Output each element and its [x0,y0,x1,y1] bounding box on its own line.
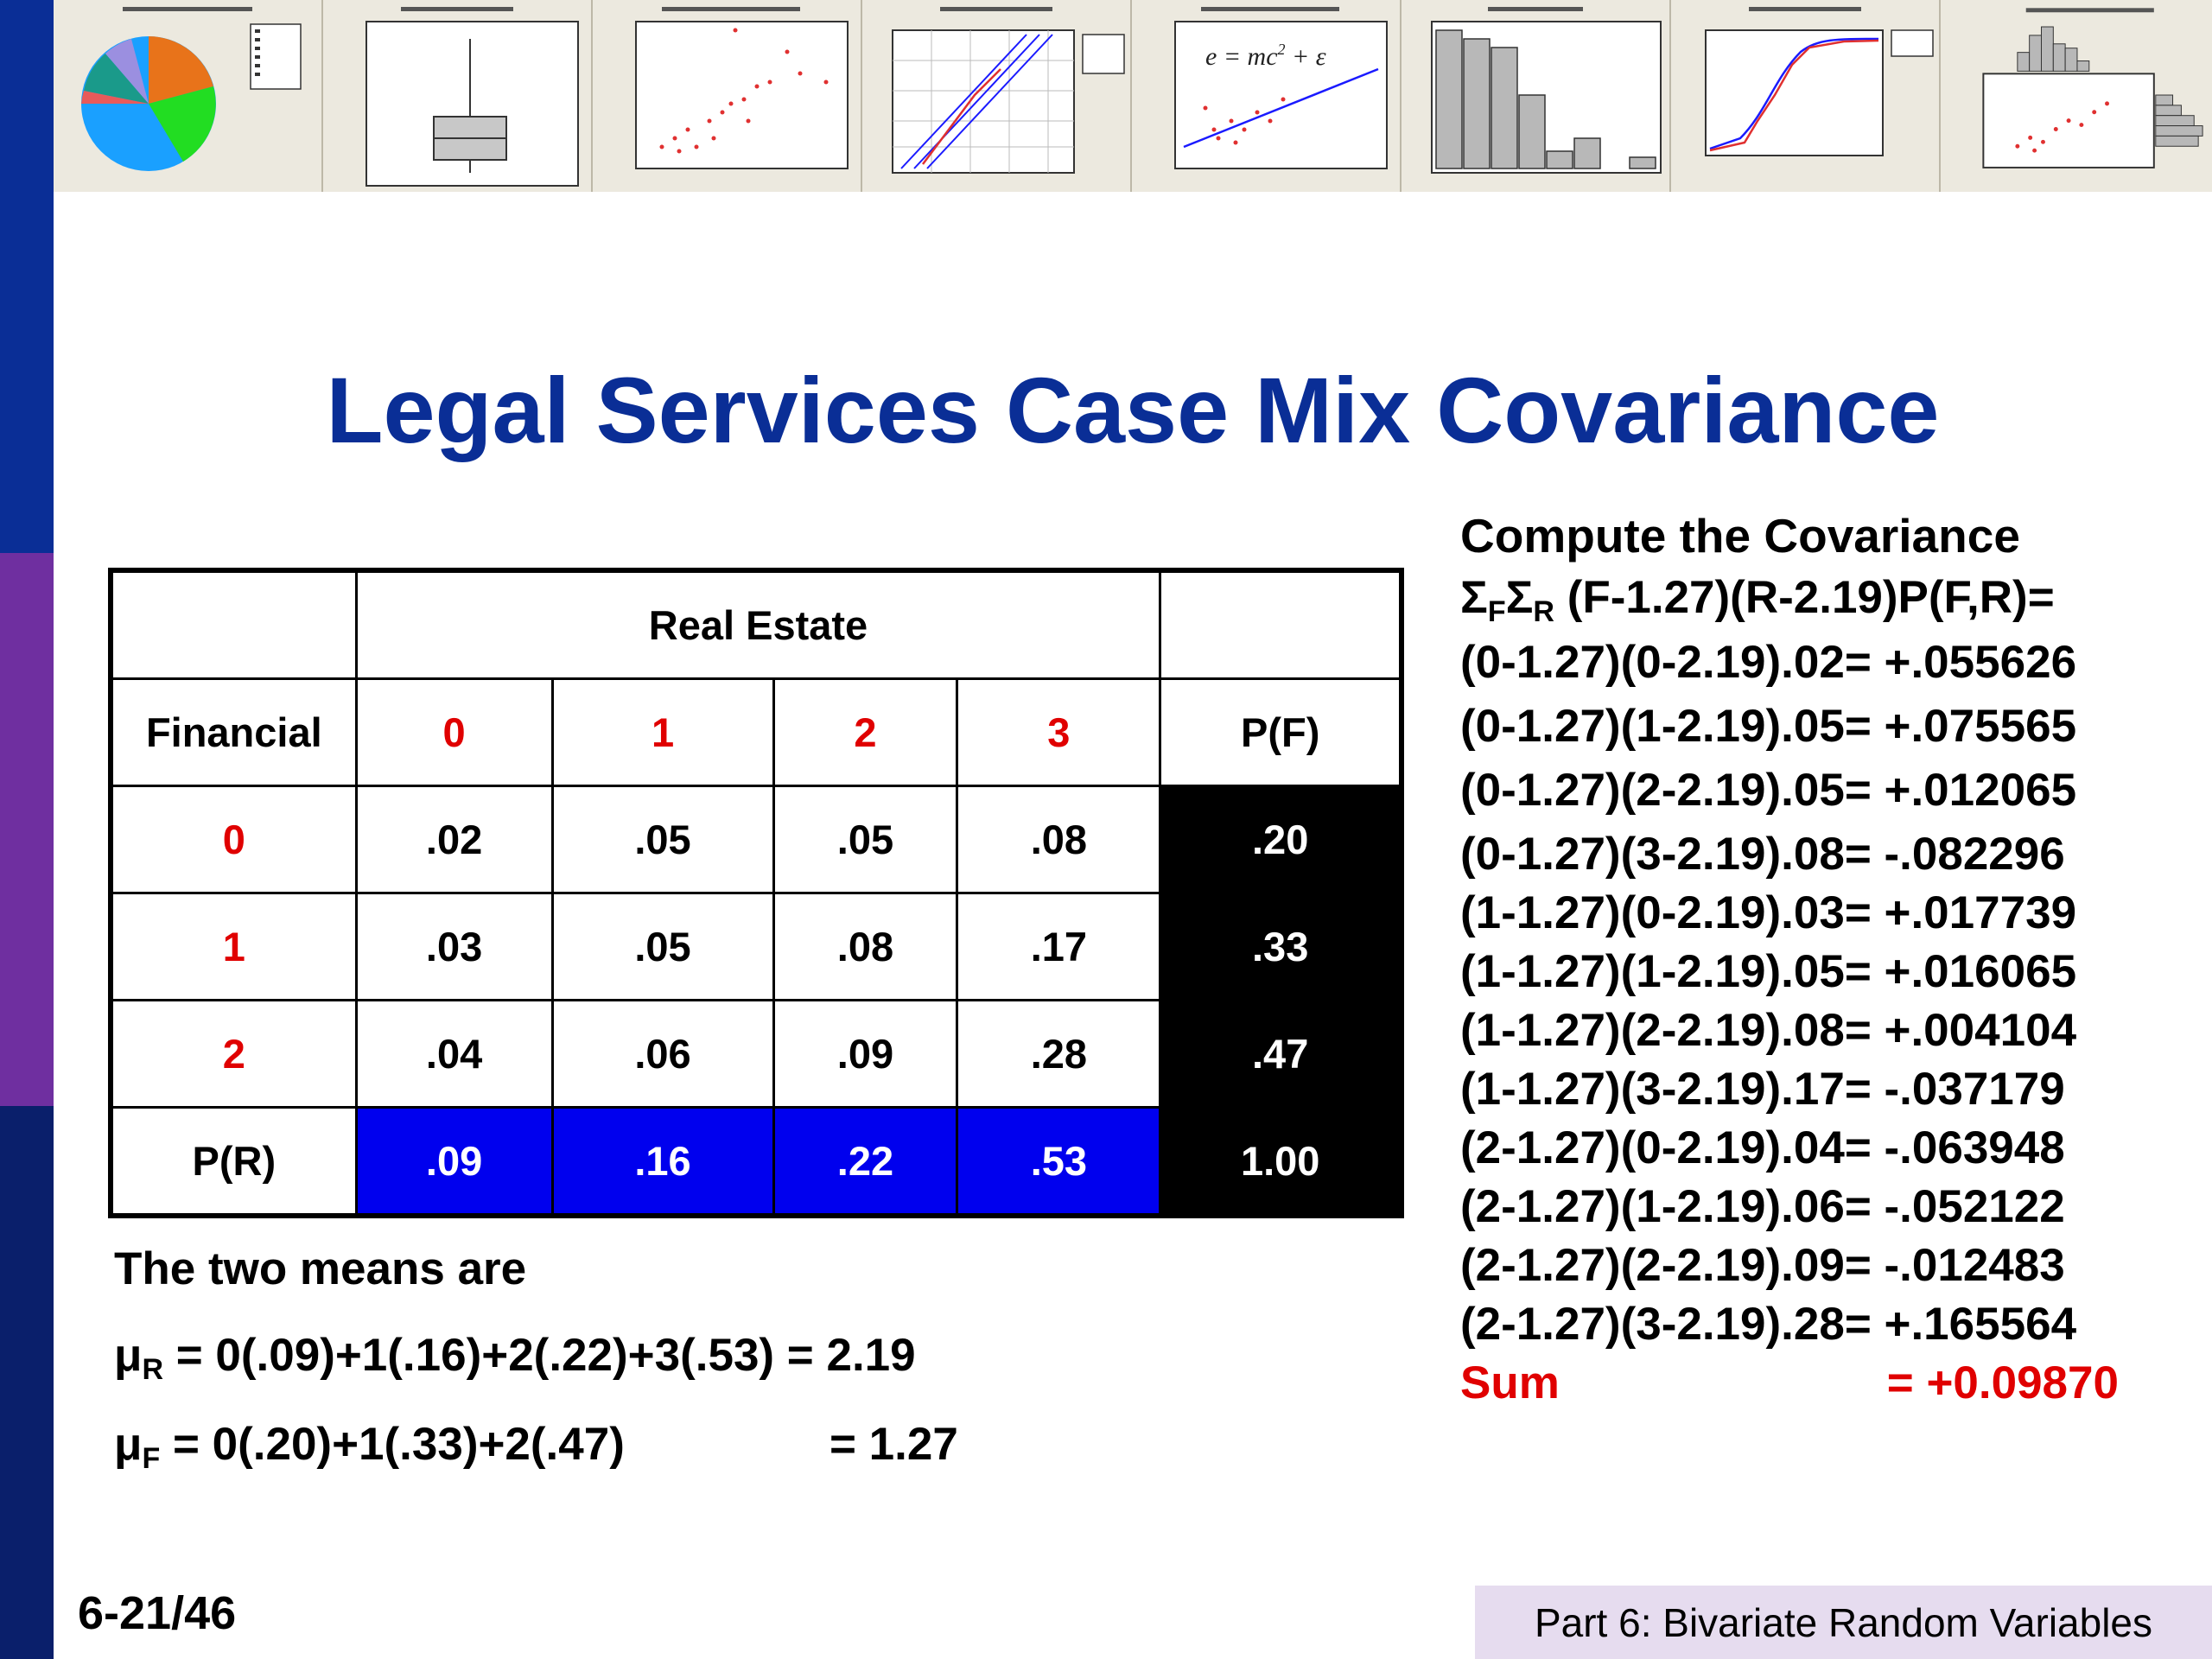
covariance-term: (2-1.27)(2-2.19).09= -.012483 [1460,1240,2065,1291]
empirical-cdf-icon [1705,7,1934,156]
column-header-1: 1 [550,677,775,787]
left-sidebar-bar [0,0,54,1659]
table-cell: .09 [772,999,959,1109]
probability-plot-icon [892,7,1125,174]
svg-text:e = mc2 + ε: e = mc2 + ε [1205,41,1326,71]
covariance-term: (0-1.27)(2-2.19).05= +.012065 [1460,765,2077,816]
scatterplot-icon [635,7,849,169]
sigma-r-symbol: Σ [1505,572,1534,623]
pf-cell: .47 [1159,999,1403,1109]
covariance-term: (1-1.27)(1-2.19).05= +.016065 [1460,946,2077,997]
pf-header: P(F) [1159,677,1403,787]
regression-icon: e = mc2 + ε [1174,7,1388,169]
probability-plot-thumbnail [862,0,1133,192]
pie-chart-thumbnail [54,0,324,192]
table-cell: .17 [956,892,1162,1001]
column-header-0: 0 [354,677,554,787]
histogram-thumbnail [1402,0,1672,192]
chart-thumbnail-strip: e = mc2 + ε [54,0,2212,192]
pie-chart-icon [81,7,302,171]
table-cell: .28 [956,999,1162,1109]
slide-title: Legal Services Case Mix Covariance [326,358,1940,462]
pf-cell: .33 [1159,892,1403,1001]
joint-probability-table: Real Estate Financial 0 1 2 3 P(F) 0 .02… [108,568,1404,1218]
table-cell: .03 [354,892,554,1001]
pr-cell: .09 [354,1106,554,1217]
row-label-2: 2 [109,999,358,1109]
total-cell: 1.00 [1159,1106,1403,1217]
covariance-term: (2-1.27)(3-2.19).28= +.165564 [1460,1299,2077,1350]
formula-rest: (F-1.27)(R-2.19)P(F,R)= [1554,572,2055,623]
table-row: 2 .04 .06 .09 .28 .47 [109,999,1403,1109]
sidebar-segment-purple [0,553,54,1106]
empirical-cdf-thumbnail [1671,0,1942,192]
table-row: 0 .02 .05 .05 .08 .20 [109,785,1403,894]
table-cell: .08 [772,892,959,1001]
boxplot-icon [365,7,579,187]
sum-label: Sum [1460,1357,1560,1408]
pr-cell: .22 [772,1106,959,1217]
sidebar-segment-blue [0,0,54,553]
boxplot-thumbnail [323,0,594,192]
pr-cell: .53 [956,1106,1162,1217]
sigma-r-subscript: R [1533,595,1554,628]
table-cell: .06 [550,999,775,1109]
table-cell: .05 [550,892,775,1001]
covariance-term: (1-1.27)(0-2.19).03= +.017739 [1460,887,2077,938]
financial-header: Financial [109,677,358,787]
marginal-plot-thumbnail [1941,0,2212,192]
column-header-2: 2 [772,677,959,787]
covariance-term: (0-1.27)(0-2.19).02= +.055626 [1460,637,2077,688]
covariance-term: (0-1.27)(1-2.19).05= +.075565 [1460,701,2077,752]
covariance-term: (2-1.27)(0-2.19).04= -.063948 [1460,1122,2065,1173]
pf-cell: .20 [1159,785,1403,894]
table-corner-cell-right [1159,569,1403,680]
regression-thumbnail: e = mc2 + ε [1132,0,1402,192]
footer-text: Part 6: Bivariate Random Variables [1534,1599,2153,1645]
scatterplot-thumbnail [593,0,863,192]
means-intro: The two means are [114,1243,527,1294]
covariance-term: (1-1.27)(3-2.19).17= -.037179 [1460,1064,2065,1115]
histogram-icon [1431,7,1662,174]
table-cell: .05 [772,785,959,894]
mu-r-symbol: μ [114,1330,143,1381]
row-label-1: 1 [109,892,358,1001]
column-header-3: 3 [956,677,1162,787]
table-cell: .08 [956,785,1162,894]
real-estate-header: Real Estate [354,569,1162,680]
mu-r-subscript: R [142,1353,163,1386]
pr-cell: .16 [550,1106,775,1217]
page-number: 6-21/46 [78,1587,237,1639]
covariance-formula: ΣFΣR (F-1.27)(R-2.19)P(F,R)= [1460,571,2055,629]
mu-r-expression: = 0(.09)+1(.16)+2(.22)+3(.53) = 2.19 [163,1330,916,1381]
pr-row: P(R) .09 .16 .22 .53 1.00 [109,1106,1403,1217]
mu-f-expression: = 0(.20)+1(.33)+2(.47) [160,1419,625,1470]
footer-banner: Part 6: Bivariate Random Variables [1475,1586,2212,1659]
table-cell: .05 [550,785,775,894]
mu-f-subscript: F [142,1442,161,1475]
pr-header: P(R) [109,1106,358,1217]
mu-f-value: = 1.27 [830,1419,958,1470]
marginal-plot-icon [1982,8,2203,168]
table-cell: .02 [354,785,554,894]
covariance-term: (1-1.27)(2-2.19).08= +.004104 [1460,1005,2077,1056]
sigma-f-symbol: Σ [1460,572,1488,623]
sidebar-segment-navy [0,1106,54,1659]
covariance-term: (2-1.27)(1-2.19).06= -.052122 [1460,1181,2065,1232]
table-header-row: Financial 0 1 2 3 P(F) [109,677,1403,787]
sigma-f-subscript: F [1487,595,1506,628]
mu-f-symbol: μ [114,1419,143,1470]
table-corner-cell [109,569,358,680]
compute-heading: Compute the Covariance [1460,509,2020,563]
mu-f-equation: μF = 0(.20)+1(.33)+2(.47) [114,1418,625,1476]
table-header-row-top: Real Estate [109,569,1403,680]
sum-value: = +0.09870 [1886,1357,2119,1408]
mu-r-equation: μR = 0(.09)+1(.16)+2(.22)+3(.53) = 2.19 [114,1329,916,1387]
covariance-term: (0-1.27)(3-2.19).08= -.082296 [1460,829,2065,880]
table-row: 1 .03 .05 .08 .17 .33 [109,892,1403,1001]
table-cell: .04 [354,999,554,1109]
row-label-0: 0 [109,785,358,894]
